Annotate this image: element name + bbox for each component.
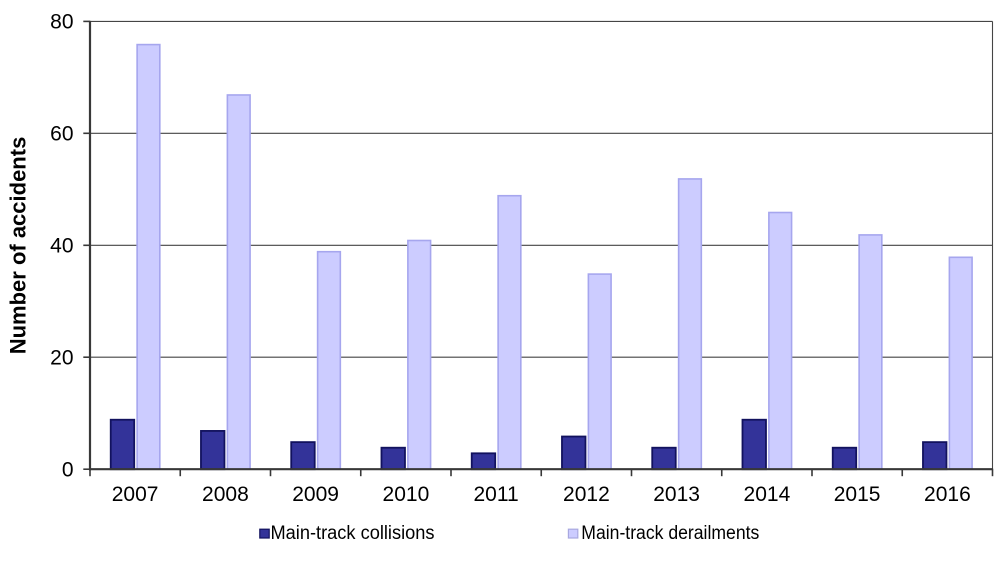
svg-text:0: 0 xyxy=(62,458,74,481)
svg-text:2009: 2009 xyxy=(292,483,339,506)
svg-text:2015: 2015 xyxy=(834,483,881,506)
svg-text:2011: 2011 xyxy=(474,483,519,506)
svg-text:Main-track collisions: Main-track collisions xyxy=(271,523,435,544)
svg-text:2010: 2010 xyxy=(383,483,430,506)
svg-text:80: 80 xyxy=(50,11,73,34)
svg-text:20: 20 xyxy=(50,346,73,369)
svg-text:2008: 2008 xyxy=(202,483,249,506)
svg-text:60: 60 xyxy=(50,123,73,146)
svg-text:40: 40 xyxy=(50,235,73,258)
svg-text:2014: 2014 xyxy=(744,483,791,506)
svg-text:2013: 2013 xyxy=(653,483,700,506)
svg-text:2016: 2016 xyxy=(924,483,971,506)
svg-text:2012: 2012 xyxy=(563,483,610,506)
svg-text:Number of accidents: Number of accidents xyxy=(6,137,31,355)
svg-text:Main-track derailments: Main-track derailments xyxy=(581,523,759,544)
svg-text:2007: 2007 xyxy=(112,483,159,506)
